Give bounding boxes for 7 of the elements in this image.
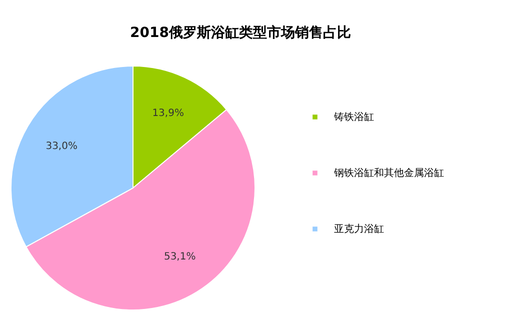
chart-title: 2018俄罗斯浴缸类型市场销售占比 <box>130 24 351 41</box>
data-label: 33,0% <box>46 140 78 152</box>
legend-label: 亚克力浴缸 <box>334 223 384 235</box>
data-label: 53,1% <box>164 251 196 262</box>
data-label: 13,9% <box>152 108 184 119</box>
legend-label: 钢铁浴缸和其他金属浴缸 <box>333 167 444 179</box>
legend-label: 铸铁浴缸 <box>333 111 374 123</box>
